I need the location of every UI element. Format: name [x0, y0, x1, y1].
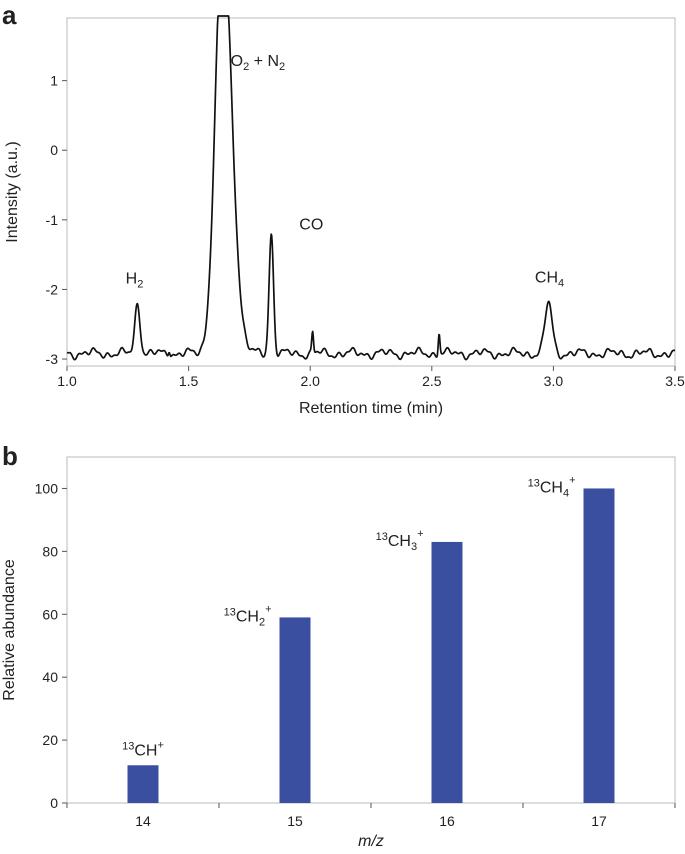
- bar-mz-16: [431, 541, 463, 803]
- mass-spectrum-y-axis-label: Relative abundance: [1, 559, 18, 701]
- mass-spectrum-y-ticks: 0 20 40 60 80 100: [35, 480, 67, 811]
- bar-mz-14: [127, 765, 159, 803]
- mass-spectrum-y-tick-label: 40: [42, 669, 58, 685]
- chromatogram-x-tick-label: 3.5: [665, 373, 685, 389]
- ion-label-mz-15: 13CH2+: [224, 603, 272, 628]
- chromatogram-y-tick-label: 0: [50, 142, 58, 158]
- mass-spectrum-x-tick-label: 15: [287, 813, 303, 829]
- ion-label-mz-16: 13CH3+: [376, 528, 424, 553]
- ion-label-mz-17: 13CH4+: [528, 474, 576, 499]
- chromatogram-x-tick-label: 1.0: [57, 373, 77, 389]
- chromatogram-y-tick-label: -3: [46, 351, 59, 367]
- chromatogram-panel: 1.0 1.5 2.0 2.5 3.0 3.5 1 0 -1 -2 -3 H2 O2 + N2 CO C…: [4, 15, 685, 417]
- ion-label-mz-14: 13CH+: [122, 739, 164, 759]
- peak-label-ch4: CH4: [535, 269, 564, 289]
- mass-spectrum-x-tick-label: 16: [439, 813, 455, 829]
- mass-spectrum-bars: [127, 488, 615, 803]
- chromatogram-y-axis-label: Intensity (a.u.): [4, 141, 21, 242]
- chromatogram-x-ticks: 1.0 1.5 2.0 2.5 3.0 3.5: [57, 366, 685, 389]
- panel-letter-b: b: [2, 441, 18, 471]
- peak-label-co: CO: [299, 216, 323, 233]
- mass-spectrum-y-tick-label: 0: [50, 795, 58, 811]
- bar-mz-15: [279, 617, 311, 803]
- mass-spectrum-x-ticks: 14 15 16 17: [66, 803, 676, 829]
- chromatogram-y-tick-label: 1: [50, 73, 58, 89]
- bar-mz-17: [583, 488, 615, 803]
- chromatogram-trace: [66, 15, 676, 361]
- mass-spectrum-x-axis-label: m/z: [358, 833, 384, 850]
- mass-spectrum-x-tick-label: 14: [135, 813, 151, 829]
- chromatogram-x-axis-label: Retention time (min): [299, 400, 443, 417]
- ion-labels: 13CH+ 13CH2+ 13CH3+ 13CH4+: [122, 474, 575, 759]
- mass-spectrum-y-tick-label: 80: [42, 543, 58, 559]
- panel-letter-a: a: [2, 0, 17, 30]
- chromatogram-plot-frame: [66, 17, 676, 367]
- chromatogram-y-tick-label: -2: [46, 281, 59, 297]
- mass-spectrum-y-tick-label: 100: [35, 480, 59, 496]
- peak-label-h2: H2: [126, 270, 144, 290]
- chromatogram-y-ticks: 1 0 -1 -2 -3: [46, 73, 67, 367]
- chromatogram-x-tick-label: 2.0: [300, 373, 320, 389]
- chromatogram-x-tick-label: 2.5: [422, 373, 442, 389]
- mass-spectrum-y-tick-label: 20: [42, 732, 58, 748]
- chromatogram-y-tick-label: -1: [46, 212, 59, 228]
- peak-label-o2-n2: O2 + N2: [231, 53, 286, 73]
- mass-spectrum-y-tick-label: 60: [42, 606, 58, 622]
- chromatogram-x-tick-label: 1.5: [179, 373, 199, 389]
- peak-annotations: H2 O2 + N2 CO CH4: [126, 53, 564, 290]
- chromatogram-x-tick-label: 3.0: [544, 373, 564, 389]
- mass-spectrum-x-tick-label: 17: [591, 813, 607, 829]
